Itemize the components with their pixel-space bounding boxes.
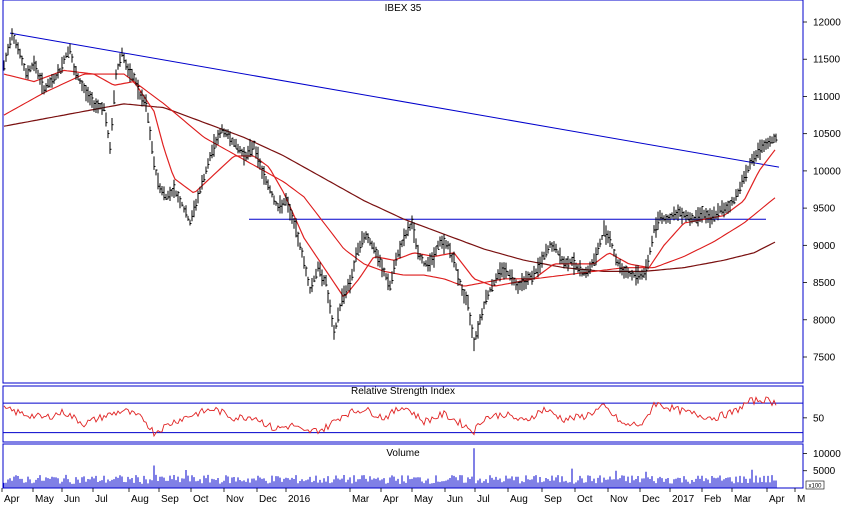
x-tick-label: M	[797, 494, 805, 505]
volume-bars: 10000 5000	[3, 448, 841, 488]
price-y-axis: 7500 8000 8500 9000 9500 10000 10500 11000 11500…	[803, 18, 841, 364]
x-tick-label: 2017	[672, 494, 695, 505]
price-tick-label: 10000	[813, 166, 841, 177]
x-tick-label: Jul	[95, 494, 108, 505]
price-panel	[2, 0, 804, 384]
x-tick-label: Sep	[161, 494, 179, 505]
rsi-line	[3, 396, 777, 438]
x-tick-label: Oct	[193, 494, 209, 505]
x-tick-label: Sep	[544, 494, 562, 505]
x-tick-label: Jun	[64, 494, 80, 505]
price-tick-label: 11500	[813, 55, 841, 66]
price-tick-label: 9500	[813, 204, 836, 215]
x-tick-label: Aug	[510, 494, 528, 505]
scale-label: x100	[808, 484, 822, 490]
price-tick-label: 8000	[813, 315, 836, 326]
volume-title: Volume	[386, 448, 420, 459]
rsi-title: Relative Strength Index	[351, 386, 455, 397]
x-tick-label: Jun	[447, 494, 463, 505]
x-tick-label: Jul	[477, 494, 490, 505]
price-tick-label: 7500	[813, 353, 836, 364]
scale-label-box	[805, 480, 825, 490]
x-tick-label: Apr	[769, 494, 785, 505]
price-tick-label: 11000	[813, 92, 841, 103]
x-tick-label: May	[414, 494, 433, 505]
volume-tick-label: 5000	[813, 466, 836, 477]
x-tick-label: Dec	[259, 494, 277, 505]
x-axis: Apr May Jun Jul Aug Sep Oct Nov Dec 2016 Mar Apr May…	[1, 488, 805, 505]
trendline	[9, 32, 780, 168]
volume-tick-label: 10000	[813, 449, 841, 460]
x-tick-label: Mar	[352, 494, 370, 505]
x-tick-label: 2016	[288, 494, 311, 505]
x-tick-label: Apr	[4, 494, 20, 505]
x-tick-label: Dec	[642, 494, 660, 505]
price-tick-label: 10500	[813, 129, 841, 140]
price-tick-label: 8500	[813, 278, 836, 289]
x-tick-label: Oct	[577, 494, 593, 505]
x-tick-label: Nov	[610, 494, 628, 505]
x-tick-label: Nov	[226, 494, 244, 505]
price-tick-label: 9000	[813, 241, 836, 252]
rsi-series: 50	[3, 396, 825, 438]
x-tick-label: Mar	[734, 494, 752, 505]
price-tick-label: 12000	[813, 18, 841, 29]
x-tick-label: Feb	[704, 494, 722, 505]
x-tick-label: Apr	[383, 494, 399, 505]
x-tick-label: Aug	[131, 494, 149, 505]
x-tick-label: May	[35, 494, 54, 505]
price-bars	[3, 28, 778, 352]
rsi-tick-label: 50	[813, 413, 825, 424]
price-title: IBEX 35	[385, 3, 422, 14]
